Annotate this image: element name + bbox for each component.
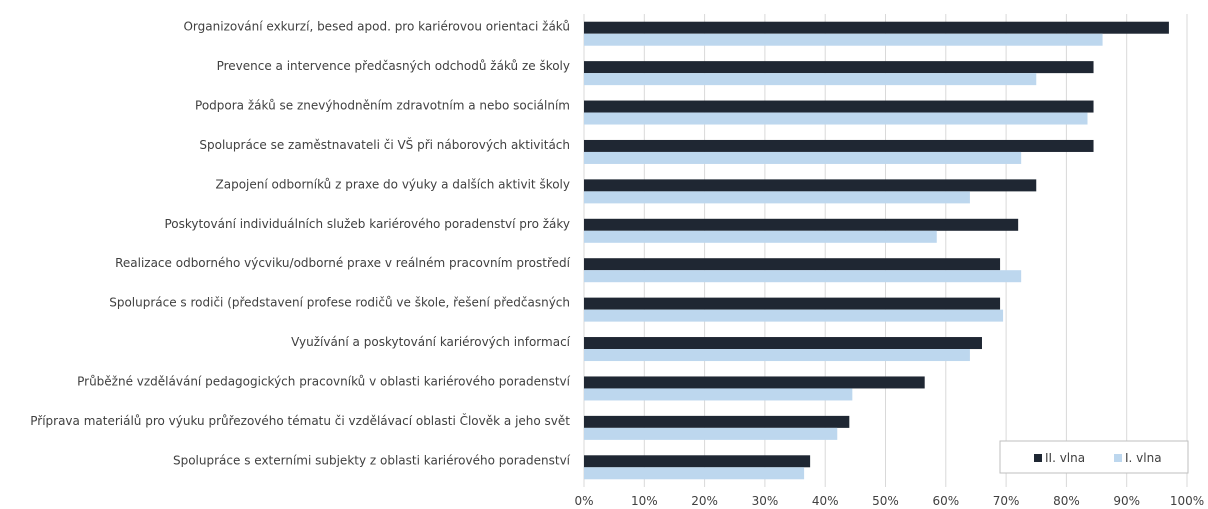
x-tick-label: 10%: [631, 494, 658, 508]
bar-i-vlna: [584, 33, 1103, 46]
bar-ii-vlna: [584, 415, 850, 428]
x-tick-label: 40%: [812, 494, 839, 508]
x-tick-label: 90%: [1113, 494, 1140, 508]
category-label: Využívání a poskytování kariérových info…: [291, 335, 571, 349]
x-tick-label: 0%: [574, 494, 593, 508]
x-axis-ticks: 0% 10% 20% 30% 40% 50% 60% 70% 80% 90% 100%: [574, 494, 1204, 508]
bar-ii-vlna: [584, 297, 1001, 310]
legend: II. vlna I. vlna: [999, 440, 1189, 474]
category-label: Příprava materiálů pro výuku průřezového…: [30, 413, 570, 428]
bar-i-vlna: [584, 349, 970, 362]
legend-label-i-vlna: I. vlna: [1125, 451, 1162, 465]
x-tick-label: 20%: [691, 494, 718, 508]
x-tick-label: 60%: [932, 494, 959, 508]
bar-i-vlna: [584, 270, 1022, 283]
category-label: Spolupráce s rodiči (představení profese…: [109, 296, 570, 310]
gridlines: [583, 14, 1188, 487]
category-labels: Organizování exkurzí, besed apod. pro ka…: [30, 20, 570, 468]
bar-ii-vlna: [584, 100, 1094, 113]
legend-swatch-i-vlna: [1114, 454, 1122, 462]
bar-i-vlna: [584, 467, 805, 480]
category-label: Podpora žáků se znevýhodněním zdravotním…: [195, 99, 570, 113]
bar-i-vlna: [584, 309, 1004, 322]
category-label: Zapojení odborníků z praxe do výuky a da…: [216, 177, 570, 191]
category-label: Spolupráce se zaměstnavateli či VŠ při n…: [199, 137, 570, 152]
x-tick-label: 30%: [752, 494, 779, 508]
bar-ii-vlna: [584, 258, 1001, 271]
category-label: Spolupráce s externími subjekty z oblast…: [173, 453, 571, 467]
bar-ii-vlna: [584, 218, 1019, 231]
category-label: Realizace odborného výcviku/odborné prax…: [115, 256, 571, 270]
bar-i-vlna: [584, 112, 1088, 125]
x-tick-label: 100%: [1170, 494, 1204, 508]
x-tick-label: 80%: [1053, 494, 1080, 508]
bar-i-vlna: [584, 151, 1022, 164]
bar-ii-vlna: [584, 376, 925, 389]
bar-ii-vlna: [584, 179, 1037, 192]
category-label: Průběžné vzdělávání pedagogických pracov…: [77, 374, 571, 388]
bar-ii-vlna: [584, 139, 1094, 152]
bar-ii-vlna: [584, 61, 1094, 74]
bars: [584, 21, 1169, 480]
bar-ii-vlna: [584, 21, 1169, 34]
bar-i-vlna: [584, 388, 853, 401]
x-tick-label: 50%: [872, 494, 899, 508]
bar-ii-vlna: [584, 337, 982, 350]
bar-ii-vlna: [584, 455, 811, 468]
bar-i-vlna: [584, 191, 970, 204]
category-label: Organizování exkurzí, besed apod. pro ka…: [183, 20, 570, 34]
bar-i-vlna: [584, 230, 937, 243]
legend-frame: [999, 440, 1189, 474]
x-tick-label: 70%: [993, 494, 1020, 508]
category-label: Prevence a intervence předčasných odchod…: [217, 59, 570, 73]
legend-label-ii-vlna: II. vlna: [1045, 451, 1085, 465]
bar-i-vlna: [584, 427, 838, 440]
category-label: Poskytování individuálních služeb kariér…: [164, 217, 570, 231]
legend-swatch-ii-vlna: [1034, 454, 1042, 462]
bar-i-vlna: [584, 73, 1037, 86]
